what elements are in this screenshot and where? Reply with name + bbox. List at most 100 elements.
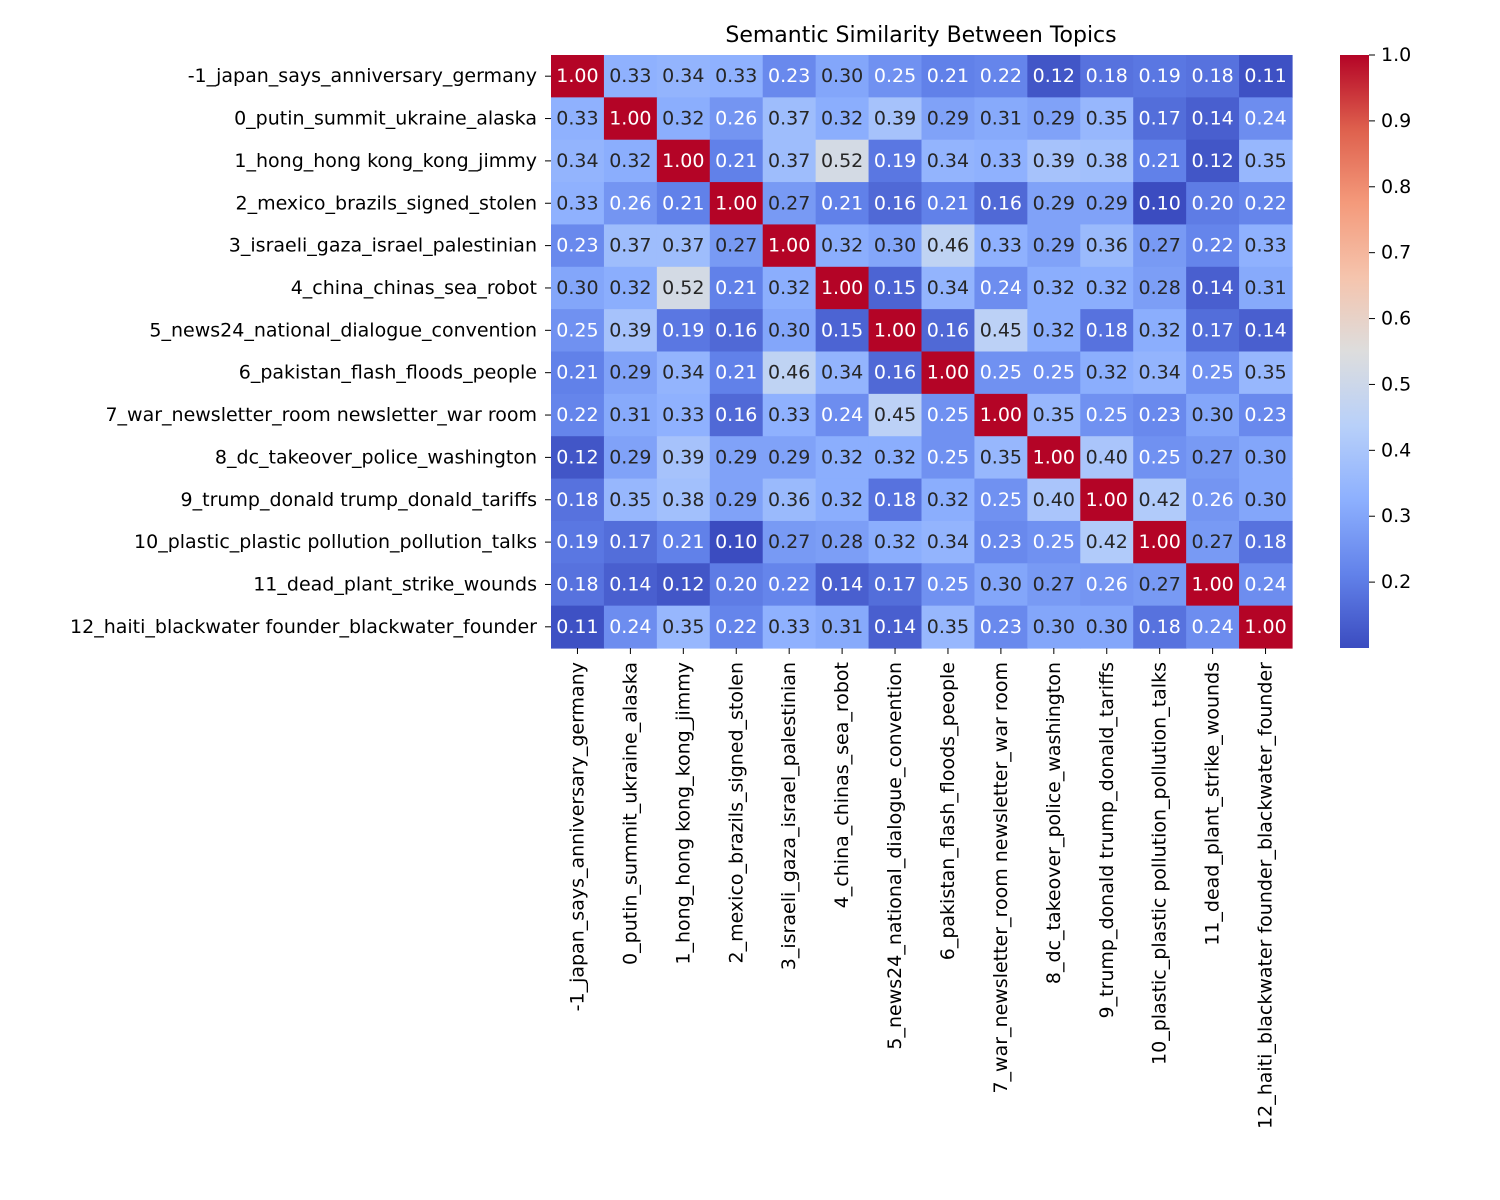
heatmap-cell	[974, 520, 1028, 564]
chart-title: Semantic Similarity Between Topics	[725, 23, 1116, 48]
heatmap-cell	[1027, 605, 1081, 649]
cell-value-label: 0.34	[927, 277, 969, 299]
heatmap-cell	[921, 139, 976, 183]
x-tick-label: 12_haiti_blackwater founder_blackwater_f…	[1255, 662, 1277, 1129]
cell-value-label: 0.33	[980, 150, 1022, 172]
heatmap-cell	[1027, 182, 1081, 226]
heatmap-cell	[815, 266, 870, 310]
cell-value-label: 0.37	[609, 235, 651, 257]
heatmap-cell	[1239, 605, 1293, 649]
cell-value-label: 0.32	[821, 108, 863, 130]
x-axis-tick-labels: -1_japan_says_anniversary_germany 0_putin…	[566, 648, 1277, 1129]
heatmap-cell	[656, 393, 711, 437]
cell-value-label: 0.26	[1191, 489, 1233, 511]
heatmap-cell	[603, 436, 658, 480]
heatmap-cell	[762, 266, 817, 310]
cell-value-label: 0.27	[1191, 531, 1233, 553]
cell-value-label: 0.32	[1033, 277, 1075, 299]
x-tick-label: 8_dc_takeover_police_washington	[1043, 662, 1065, 984]
heatmap-cell	[762, 478, 817, 522]
cell-value-label: 1.00	[609, 108, 651, 130]
heatmap-cell	[1080, 139, 1134, 183]
cell-value-label: 0.35	[662, 616, 704, 638]
cell-value-label: 0.32	[1139, 319, 1181, 341]
colorbar-tick-label: 1.0	[1381, 44, 1411, 66]
cell-value-label: 1.00	[715, 192, 757, 214]
heatmap-cell	[815, 97, 870, 141]
heatmap-cell	[709, 563, 764, 607]
cell-value-label: 0.19	[556, 531, 598, 553]
heatmap-cell	[974, 436, 1028, 480]
cell-value-label: 0.34	[927, 531, 969, 553]
cell-value-label: 0.34	[662, 65, 704, 87]
heatmap-cell	[1027, 351, 1081, 395]
cell-value-label: 0.23	[980, 531, 1022, 553]
cell-value-label: 0.33	[662, 404, 704, 426]
heatmap-cell	[762, 605, 817, 649]
cell-value-label: 0.32	[609, 277, 651, 299]
heatmap-cell	[1239, 266, 1293, 310]
cell-value-label: 0.28	[1139, 277, 1181, 299]
cell-value-label: 0.20	[1191, 192, 1233, 214]
heatmap-cell	[1133, 563, 1187, 607]
heatmap-cell	[868, 563, 923, 607]
cell-value-label: 0.10	[1139, 192, 1181, 214]
colorbar-tick-label: 0.3	[1381, 505, 1411, 527]
cell-value-label: 0.26	[1086, 573, 1128, 595]
heatmap-cell	[1027, 224, 1081, 268]
heatmap-cell	[1186, 97, 1240, 141]
cell-value-label: 0.32	[609, 150, 651, 172]
heatmap-cell	[709, 55, 764, 98]
heatmap-cell	[974, 55, 1028, 98]
cell-value-label: 0.40	[1033, 489, 1075, 511]
cell-value-label: 0.31	[821, 616, 863, 638]
heatmap-cell	[656, 139, 711, 183]
heatmap-cell	[1080, 97, 1134, 141]
heatmap-cell	[709, 351, 764, 395]
heatmap-cell	[1239, 97, 1293, 141]
heatmap-cell	[603, 605, 658, 649]
heatmap-cell	[1133, 605, 1187, 649]
heatmap-cell	[1027, 393, 1081, 437]
cell-value-label: 0.18	[1086, 319, 1128, 341]
cell-value-label: 0.35	[980, 446, 1022, 468]
heatmap-cell	[815, 393, 870, 437]
x-tick-label: 9_trump_donald trump_donald_tariffs	[1096, 662, 1118, 1018]
heatmap-cell	[762, 309, 817, 353]
heatmap-cell	[1080, 224, 1134, 268]
heatmap-cell	[921, 478, 976, 522]
heatmap-cell	[921, 563, 976, 607]
cell-value-label: 1.00	[1139, 531, 1181, 553]
heatmap-cell	[921, 97, 976, 141]
cell-value-label: 0.32	[1086, 362, 1128, 384]
cell-value-label: 0.37	[768, 108, 810, 130]
heatmap-cell	[656, 266, 711, 310]
heatmap-cell	[1080, 55, 1134, 98]
cell-value-label: 0.20	[715, 573, 757, 595]
y-tick-label: 3_israeli_gaza_israel_palestinian	[229, 235, 537, 257]
cell-value-label: 0.16	[927, 319, 969, 341]
colorbar-tick-label: 0.9	[1381, 110, 1411, 132]
heatmap-cell	[709, 309, 764, 353]
heatmap-cell	[551, 520, 605, 564]
cell-value-label: 0.37	[768, 150, 810, 172]
cell-value-label: 0.22	[768, 573, 810, 595]
heatmap-cell	[603, 97, 658, 141]
heatmap-cell	[762, 55, 817, 98]
heatmap-cell	[1027, 563, 1081, 607]
heatmap-cell	[1186, 393, 1240, 437]
heatmap-cell	[1186, 182, 1240, 226]
cell-value-label: 0.29	[1033, 235, 1075, 257]
heatmap-cell	[921, 351, 976, 395]
cell-value-label: 0.24	[980, 277, 1022, 299]
cell-value-label: 0.42	[1139, 489, 1181, 511]
cell-value-label: 0.18	[1191, 65, 1233, 87]
heatmap-cell	[551, 309, 605, 353]
cell-value-label: 0.46	[927, 235, 969, 257]
heatmap-cell	[1027, 139, 1081, 183]
heatmap-cell	[709, 605, 764, 649]
heatmap-cell	[1133, 266, 1187, 310]
cell-value-label: 0.33	[768, 404, 810, 426]
heatmap-cell	[1239, 182, 1293, 226]
cell-value-label: 0.33	[556, 192, 598, 214]
